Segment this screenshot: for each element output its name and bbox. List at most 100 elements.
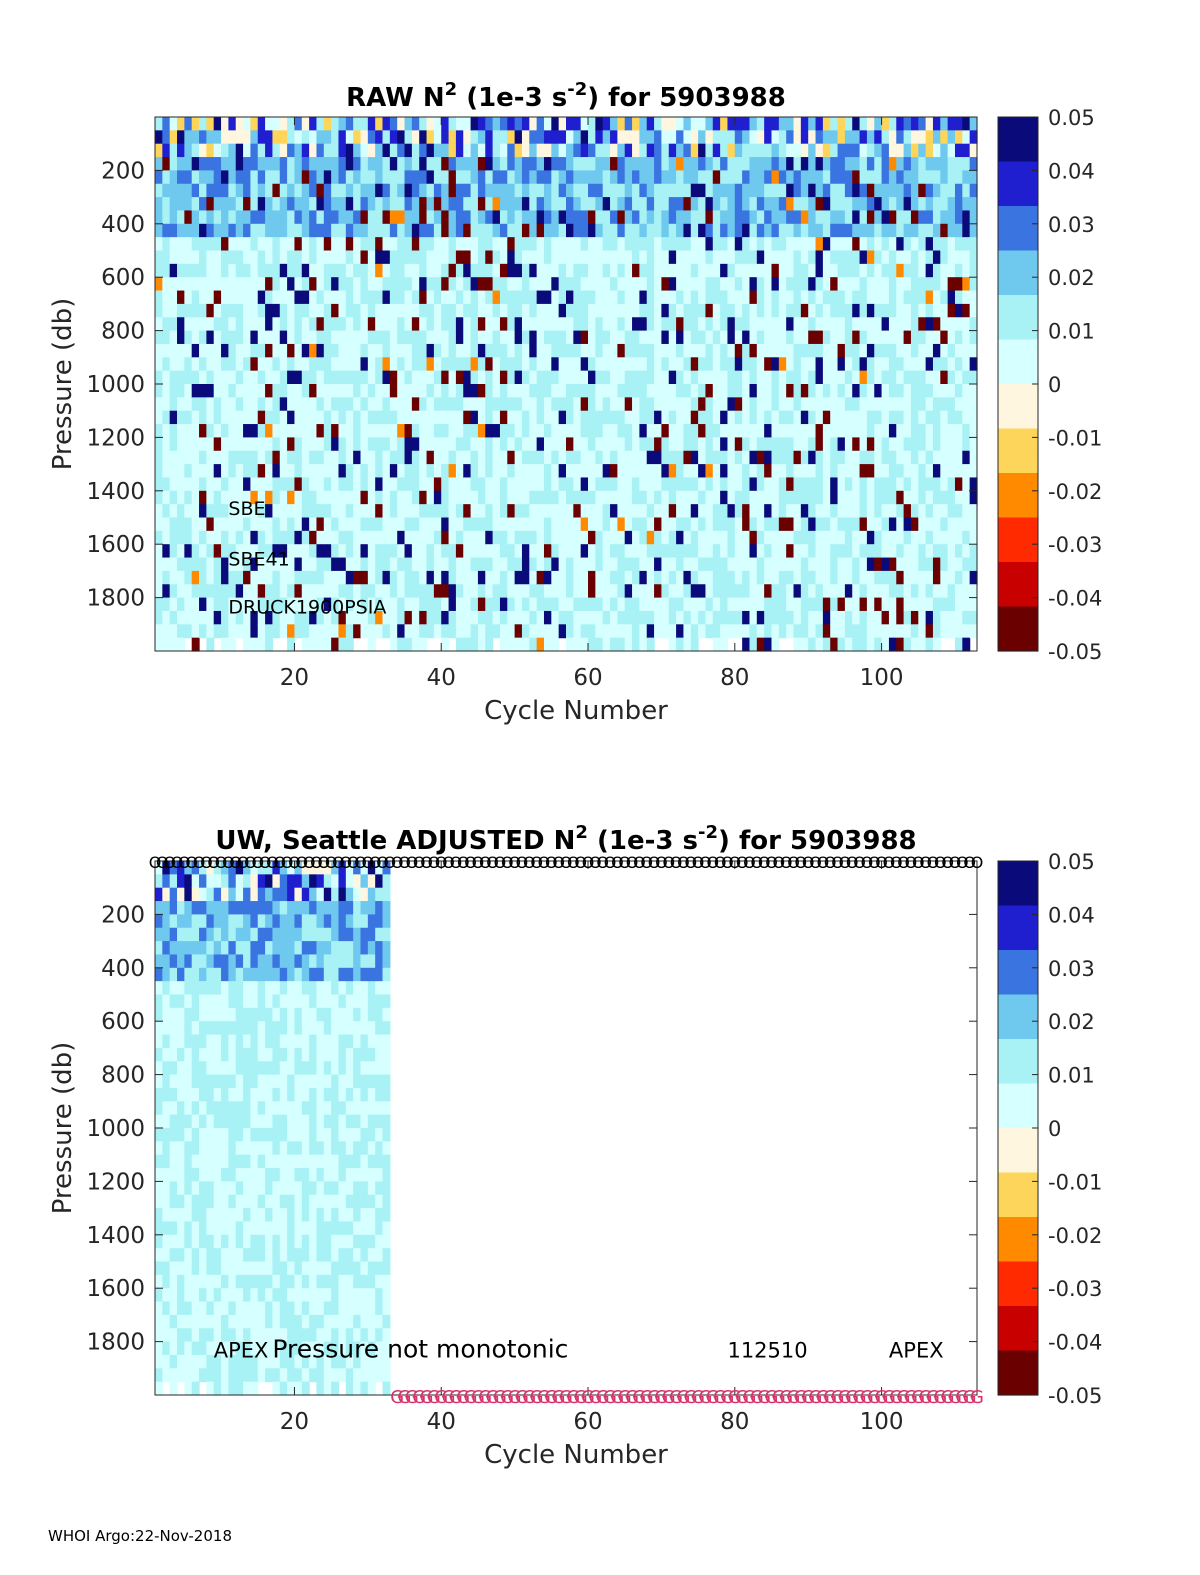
heatmap-cell bbox=[947, 237, 956, 252]
heatmap-cell bbox=[588, 370, 596, 385]
heatmap-cell bbox=[191, 197, 200, 212]
heatmap-cell bbox=[566, 637, 574, 652]
heatmap-cell bbox=[558, 250, 567, 265]
heatmap-cell bbox=[184, 1354, 193, 1369]
heatmap-cell bbox=[918, 183, 927, 198]
heatmap-cell bbox=[382, 517, 391, 532]
heatmap-cell bbox=[301, 557, 310, 572]
heatmap-cell bbox=[947, 557, 956, 572]
heatmap-cell bbox=[397, 357, 406, 372]
heatmap-cell bbox=[404, 397, 413, 412]
heatmap-cell bbox=[727, 157, 736, 171]
heatmap-cell bbox=[419, 330, 428, 345]
heatmap-cell bbox=[690, 610, 699, 625]
heatmap-cell bbox=[529, 490, 538, 505]
heatmap-cell bbox=[221, 437, 229, 452]
heatmap-cell bbox=[815, 290, 824, 305]
heatmap-cell bbox=[573, 277, 582, 292]
heatmap-cell bbox=[404, 477, 413, 492]
heatmap-cell bbox=[375, 277, 384, 292]
heatmap-cell bbox=[206, 967, 215, 982]
heatmap-cell bbox=[433, 424, 442, 438]
heatmap-cell bbox=[169, 1274, 178, 1289]
heatmap-cell bbox=[360, 397, 369, 412]
heatmap-cell bbox=[213, 303, 222, 318]
heatmap-cell bbox=[338, 530, 347, 545]
heatmap-cell bbox=[507, 330, 516, 345]
heatmap-cell bbox=[470, 290, 479, 305]
heatmap-cell bbox=[918, 490, 927, 505]
heatmap-cell bbox=[367, 410, 376, 425]
heatmap-cell bbox=[954, 610, 963, 625]
heatmap-cell bbox=[940, 384, 949, 398]
heatmap-cell bbox=[536, 437, 545, 452]
heatmap-cell bbox=[610, 317, 618, 332]
heatmap-cell bbox=[888, 637, 897, 652]
heatmap-cell bbox=[602, 437, 611, 452]
heatmap-cell bbox=[235, 223, 244, 238]
heatmap-cell bbox=[595, 183, 604, 198]
heatmap-cells bbox=[155, 117, 978, 652]
heatmap-cell bbox=[580, 557, 589, 572]
heatmap-cell bbox=[448, 464, 457, 479]
heatmap-cell bbox=[243, 223, 252, 238]
heatmap-cell bbox=[375, 223, 384, 238]
heatmap-cell bbox=[888, 357, 897, 372]
heatmap-cell bbox=[536, 183, 545, 198]
heatmap-cell bbox=[521, 597, 530, 612]
heatmap-cell bbox=[543, 464, 552, 479]
heatmap-cell bbox=[323, 450, 332, 465]
heatmap-cell bbox=[800, 317, 809, 332]
heatmap-cell bbox=[720, 397, 729, 412]
heatmap-cell bbox=[947, 450, 956, 465]
heatmap-cell bbox=[602, 424, 611, 438]
heatmap-cell bbox=[668, 210, 677, 225]
heatmap-cell bbox=[859, 303, 868, 318]
heatmap-cell bbox=[184, 1368, 193, 1383]
heatmap-cell bbox=[507, 250, 516, 265]
heatmap-cell bbox=[536, 170, 545, 185]
heatmap-cell bbox=[345, 130, 354, 145]
heatmap-cell bbox=[338, 384, 347, 398]
y-tick-label: 600 bbox=[101, 265, 145, 291]
heatmap-cell bbox=[536, 290, 545, 305]
heatmap-cell bbox=[397, 223, 406, 238]
heatmap-cell bbox=[155, 343, 163, 358]
heatmap-cell bbox=[661, 624, 670, 639]
heatmap-cell bbox=[375, 437, 384, 452]
heatmap-cell bbox=[228, 384, 237, 398]
heatmap-cell bbox=[345, 544, 354, 559]
heatmap-cell bbox=[206, 450, 215, 465]
heatmap-cell bbox=[896, 357, 905, 372]
heatmap-cell bbox=[191, 557, 200, 572]
heatmap-cell bbox=[169, 1328, 178, 1343]
heatmap-cell bbox=[588, 584, 596, 599]
heatmap-cell bbox=[793, 330, 802, 345]
heatmap-cell bbox=[734, 303, 743, 318]
heatmap-cell bbox=[551, 477, 560, 492]
heatmap-cell bbox=[419, 170, 428, 185]
heatmap-cell bbox=[595, 530, 604, 545]
heatmap-cell bbox=[639, 584, 648, 599]
heatmap-cell bbox=[345, 410, 354, 425]
heatmap-cell bbox=[705, 424, 714, 438]
heatmap-cell bbox=[881, 250, 890, 265]
heatmap-cell bbox=[353, 183, 362, 198]
heatmap-cell bbox=[815, 183, 824, 198]
heatmap-cell bbox=[676, 263, 685, 278]
heatmap-cell bbox=[309, 424, 318, 438]
heatmap-cell bbox=[199, 490, 207, 505]
heatmap-cell bbox=[433, 183, 442, 198]
x-tick-label: 20 bbox=[280, 665, 309, 691]
y-tick-label: 800 bbox=[101, 319, 145, 345]
heatmap-cell bbox=[492, 597, 501, 612]
heatmap-cell bbox=[404, 223, 413, 238]
heatmap-cell bbox=[155, 597, 163, 612]
heatmap-cell bbox=[213, 197, 222, 212]
heatmap-cell bbox=[294, 157, 303, 171]
heatmap-cell bbox=[580, 517, 589, 532]
heatmap-cell bbox=[514, 450, 523, 465]
heatmap-cell bbox=[191, 210, 200, 225]
heatmap-cell bbox=[492, 410, 501, 425]
heatmap-cell bbox=[837, 517, 846, 532]
